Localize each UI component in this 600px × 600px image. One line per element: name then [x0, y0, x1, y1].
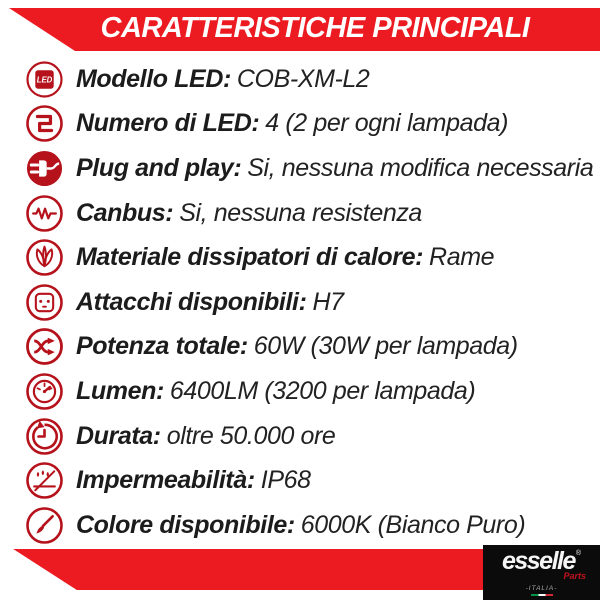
- feature-label: Materiale dissipatori di calore:: [76, 243, 424, 272]
- power-icon: [26, 328, 63, 366]
- brand-country-label: -ITALIA-: [525, 584, 558, 592]
- feature-label: Plug and play:: [76, 153, 242, 182]
- feature-value: Si, nessuna modifica necessaria: [247, 153, 594, 182]
- feature-value: Si, nessuna resistenza: [179, 198, 422, 227]
- feature-label: Lumen:: [76, 376, 164, 405]
- duration-clock-icon: [26, 417, 63, 455]
- feature-text: Potenza totale: 60W (30W per lampada): [76, 332, 518, 361]
- led-icon: [26, 61, 63, 98]
- feature-label: Attacchi disponibili:: [76, 287, 307, 316]
- feature-row: Materiale dissipatori di calore: Rame: [0, 235, 600, 280]
- feature-row: Colore disponibile: 6000K (Bianco Puro): [0, 503, 600, 548]
- feature-text: Modello LED: COB-XM-L2: [76, 64, 370, 94]
- feature-row: Lumen: 6400LM (3200 per lampada): [0, 369, 600, 414]
- italy-flag-icon: [530, 593, 553, 597]
- lumen-gauge-icon: [26, 373, 63, 410]
- waterproof-icon: [26, 462, 63, 499]
- feature-row: Impermeabilità: IP68: [0, 458, 600, 503]
- feature-value: H7: [312, 287, 345, 316]
- feature-value: 6400LM (3200 per lampada): [169, 376, 476, 405]
- feature-row: Potenza totale: 60W (30W per lampada): [0, 325, 600, 370]
- feature-text: Materiale dissipatori di calore: Rame: [76, 243, 495, 272]
- feature-value: Rame: [429, 243, 495, 272]
- header-banner: CARATTERISTICHE PRINCIPALI: [9, 8, 600, 51]
- led-count-icon: [25, 105, 64, 143]
- feature-value: 4 (2 per ogni lampada): [265, 109, 509, 138]
- heatsink-icon: [26, 239, 63, 276]
- feature-row: Numero di LED: 4 (2 per ogni lampada): [0, 102, 600, 147]
- feature-label: Impermeabilità:: [76, 466, 255, 495]
- paintbrush-icon: [26, 506, 63, 544]
- feature-text: Impermeabilità: IP68: [76, 466, 311, 495]
- feature-text: Plug and play: Si, nessuna modifica neces…: [76, 153, 594, 183]
- feature-text: Numero di LED: 4 (2 per ogni lampada): [76, 109, 508, 138]
- plug-icon: [25, 149, 64, 188]
- feature-row: Canbus: Si, nessuna resistenza: [0, 191, 600, 236]
- feature-text: Lumen: 6400LM (3200 per lampada): [76, 376, 476, 406]
- feature-label: Durata:: [76, 421, 161, 450]
- page-title: CARATTERISTICHE PRINCIPALI: [100, 12, 530, 44]
- feature-label: Canbus:: [76, 198, 174, 227]
- feature-value: 6000K (Bianco Puro): [300, 510, 526, 539]
- feature-row: Modello LED: COB-XM-L2: [0, 57, 600, 102]
- feature-text: Canbus: Si, nessuna resistenza: [76, 199, 422, 228]
- feature-text: Durata: oltre 50.000 ore: [76, 421, 336, 451]
- feature-label: Modello LED:: [76, 64, 231, 93]
- brand-logo: esselle ® Parts -ITALIA-: [483, 545, 600, 600]
- feature-label: Colore disponibile:: [76, 510, 295, 539]
- feature-row: Durata: oltre 50.000 ore: [0, 414, 600, 459]
- feature-label: Potenza totale:: [76, 332, 248, 361]
- feature-list: Modello LED: COB-XM-L2 Numero di LED: 4 (2…: [0, 57, 600, 548]
- registered-mark-icon: ®: [575, 549, 582, 557]
- brand-sub-label: Parts: [563, 570, 586, 581]
- brand-name-line: esselle ®: [501, 546, 582, 575]
- feature-text: Colore disponibile: 6000K (Bianco Puro): [76, 510, 526, 540]
- feature-value: oltre 50.000 ore: [166, 421, 336, 450]
- feature-value: 60W (30W per lampada): [253, 332, 518, 361]
- socket-icon: [26, 283, 63, 321]
- brand-name: esselle: [501, 546, 576, 575]
- feature-row: Attacchi disponibili: H7: [0, 280, 600, 325]
- feature-value: IP68: [260, 466, 311, 495]
- feature-label: Numero di LED:: [76, 109, 260, 138]
- feature-row: Plug and play: Si, nessuna modifica neces…: [0, 146, 600, 191]
- feature-text: Attacchi disponibili: H7: [76, 288, 344, 317]
- feature-value: COB-XM-L2: [236, 64, 370, 93]
- canbus-icon: [26, 194, 63, 232]
